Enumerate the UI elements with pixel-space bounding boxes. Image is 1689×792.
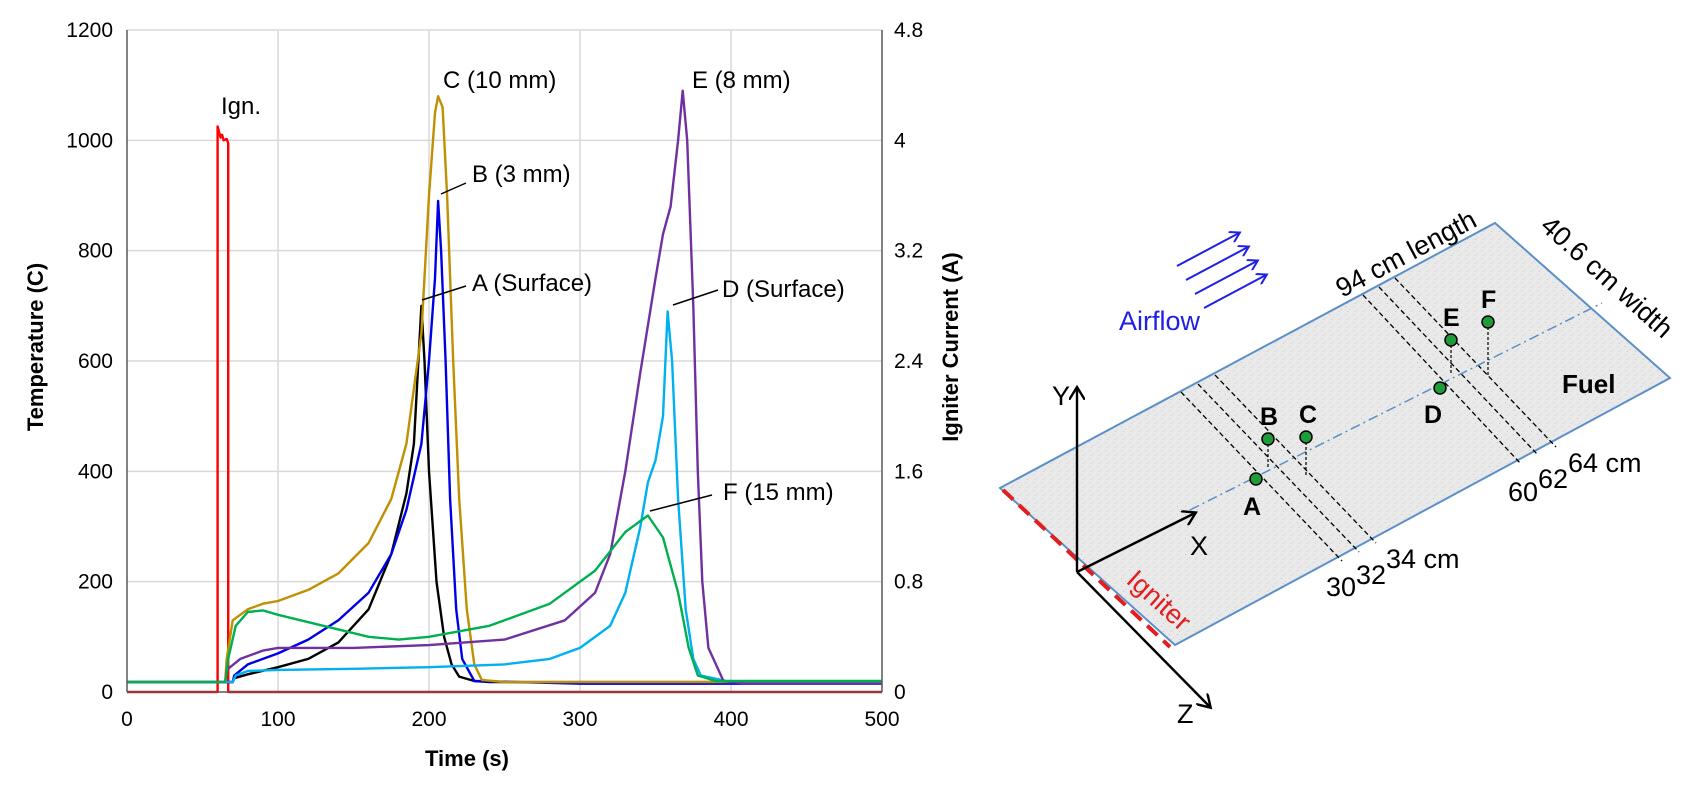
y2-tick-label: 1.6 [894,460,923,483]
point-d [1433,381,1447,395]
mark-60: 60 [1508,477,1538,507]
fuel-label: Fuel [1562,369,1615,399]
airflow-arrows [1176,233,1266,309]
y2-tick-label: 0.8 [894,571,923,594]
annotation-b: B (3 mm) [472,161,571,188]
point-b [1261,432,1275,446]
y2-tick-label: 3.2 [894,240,923,263]
point-label-b: B [1260,403,1278,431]
point-e [1444,333,1458,347]
point-f [1481,315,1495,329]
x-tick-label: 500 [864,708,899,731]
leader-d [672,289,719,306]
annotation-a: A (Surface) [472,270,592,297]
y-tick-label: 1200 [66,19,113,42]
airflow-label: Airflow [1119,306,1201,336]
annotation-e: E (8 mm) [692,67,791,94]
point-c [1299,430,1313,444]
y-axis-title: Temperature (C) [23,263,48,431]
point-label-e: E [1443,304,1460,332]
point-label-f: F [1481,286,1496,314]
y-tick-label: 600 [78,350,113,373]
series-line-3 [127,95,882,684]
y2-tick-label: 0 [894,681,906,704]
annotation-f: F (15 mm) [723,479,834,506]
chart-grid [127,29,882,692]
axis-x-label: X [1190,531,1208,561]
y2-tick-label: 4 [894,129,906,152]
y2-tick-label: 2.4 [894,350,924,373]
series-line-2 [127,199,882,685]
mark-34: 34 cm [1386,544,1460,574]
series-line-5 [127,89,882,685]
x-tick-label: 200 [411,708,446,731]
leader-b [440,182,467,195]
z-axis-arrow [1076,571,1210,707]
x-tick-label: 0 [121,708,133,731]
leader-a [421,285,467,301]
x-axis-arrow [1076,513,1195,574]
point-label-d: D [1424,401,1442,429]
y-tick-label: 200 [78,571,113,594]
fuel-bed-plate [998,221,1672,647]
point-label-a: A [1243,493,1261,521]
y2-tick-label: 4.8 [894,19,923,42]
center-line [1189,302,1603,511]
leader-f [649,494,713,512]
mark-30: 30 [1326,572,1356,602]
x-tick-label: 400 [713,708,748,731]
x-tick-label: 300 [562,708,597,731]
fuel-bed-diagram: Igniter Y X Z Airflow 94 cm length 40.6 … [998,204,1679,729]
mark-64: 64 cm [1568,448,1642,478]
point-label-c: C [1299,401,1317,429]
series-line-6 [127,514,882,684]
mark-32: 32 [1356,560,1386,590]
x-tick-label: 100 [260,708,295,731]
x-axis-title: Time (s) [425,746,509,771]
y-tick-label: 400 [78,460,113,483]
axis-y-label: Y [1052,381,1070,411]
chart-ticks: 0 100 200 300 400 500 0 200 400 600 800 1000 1200 0 0.… [66,19,923,731]
chart-series [127,89,882,694]
annotation-c: C (10 mm) [443,67,556,94]
y-tick-label: 0 [101,681,113,704]
annotation-ign: Ign. [221,93,261,120]
annotation-d: D (Surface) [722,276,845,303]
series-line-1 [127,304,882,684]
series-line-4 [127,310,882,684]
temperature-chart: 0 100 200 300 400 500 0 200 400 600 800 1000 1200 0 0.… [23,19,963,771]
point-a [1249,472,1263,486]
y-tick-label: 1000 [66,129,113,152]
y-tick-label: 800 [78,240,113,263]
y2-axis-title: Igniter Current (A) [938,252,963,441]
series-line-0 [127,125,882,694]
chart-axes [126,30,883,693]
axis-z-label: Z [1177,699,1194,729]
mark-62: 62 [1538,464,1568,494]
